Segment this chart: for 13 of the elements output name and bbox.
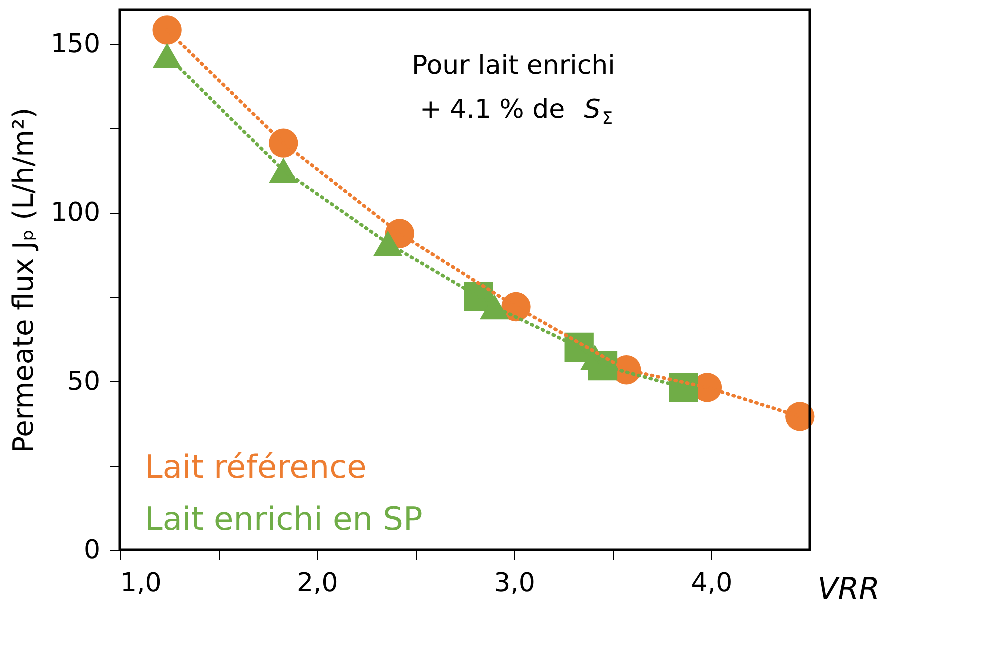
x-axis-title: VRR <box>818 572 880 607</box>
y-axis-title: Permeate flux Jₚ (L/h/m²) <box>6 108 40 454</box>
y-tick-label: 0 <box>84 536 100 566</box>
y-tick-label: 50 <box>67 366 100 397</box>
y-tick-label: 150 <box>50 29 100 60</box>
x-tick-label: 3,0 <box>494 568 536 598</box>
x-tick-label: 4,0 <box>691 568 733 598</box>
text: Lait référence <box>145 448 367 486</box>
text: Lait enrichi en SP <box>145 500 423 538</box>
y-tick-label: 100 <box>50 198 100 228</box>
x-tick-label: 2,0 <box>296 568 338 598</box>
x-tick-label: 1,0 <box>120 568 162 598</box>
annotation: Pour lait enrichi <box>412 51 616 81</box>
